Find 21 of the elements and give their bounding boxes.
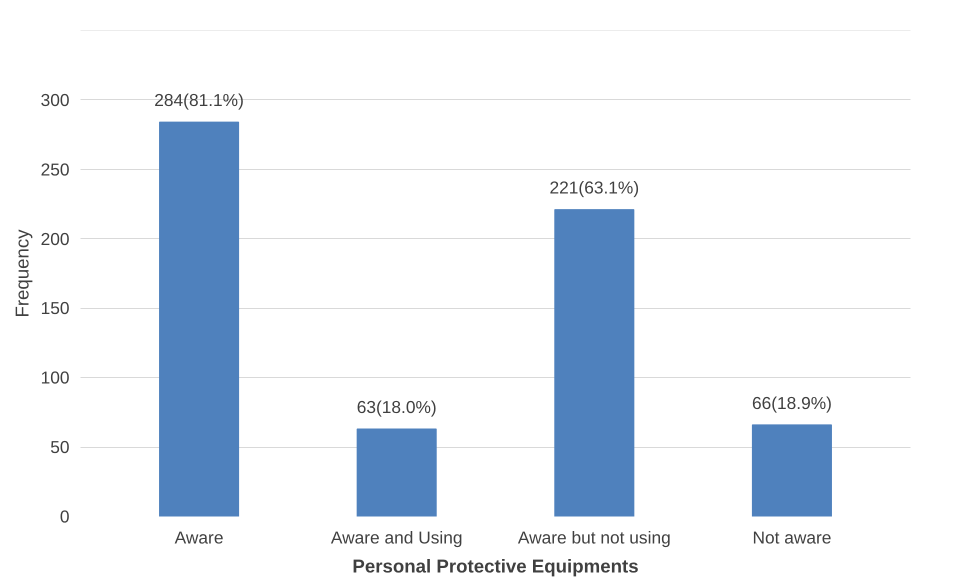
y-tick-label: 0 [60, 506, 70, 526]
y-tick-label: 150 [40, 298, 70, 318]
data-label: 63(18.0%) [356, 397, 437, 418]
data-label: 221(63.1%) [550, 178, 640, 198]
bar [554, 209, 634, 516]
y-tick-label: 200 [40, 228, 70, 249]
bar [752, 424, 832, 516]
y-tick-label: 100 [40, 368, 70, 388]
x-tick-label: Aware [174, 528, 224, 548]
y-axis-title: Frequency [12, 228, 33, 318]
x-tick-label: Not aware [752, 528, 832, 548]
y-tick-label: 300 [40, 90, 70, 110]
x-axis-title: Personal Protective Equipments [352, 556, 639, 576]
x-tick-label: Aware but not using [518, 528, 671, 548]
bar [159, 122, 240, 516]
data-label: 66(18.9%) [752, 392, 832, 413]
y-tick-label: 50 [50, 437, 70, 458]
y-tick-label: 250 [40, 159, 70, 180]
x-tick-label: Aware and Using [330, 528, 463, 548]
data-label: 284(81.1%) [154, 90, 244, 110]
bar [356, 428, 437, 516]
